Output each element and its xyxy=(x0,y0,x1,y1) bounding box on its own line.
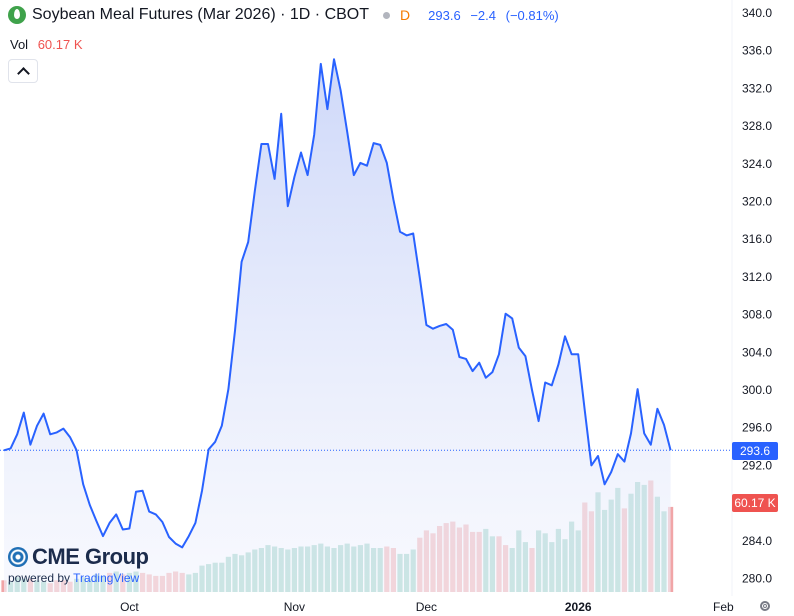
cme-group-logo: CME Group xyxy=(8,544,149,570)
x-axis-tick-label: Oct xyxy=(120,600,139,614)
volume-tag: 60.17 K xyxy=(732,494,778,512)
y-axis-tick-label: 316.0 xyxy=(742,232,772,246)
soybean-leaf-icon xyxy=(8,6,26,24)
quote-values: 293.6 −2.4 (−0.81%) xyxy=(428,8,565,23)
tradingview-text: TradingView xyxy=(73,571,140,585)
globe-icon xyxy=(8,547,28,567)
powered-by-line: powered by TradingView xyxy=(8,571,149,585)
last-price: 293.6 xyxy=(428,7,461,23)
y-axis-tick-label: 300.0 xyxy=(742,383,772,397)
y-axis-tick-label: 304.0 xyxy=(742,345,772,359)
brand-name: CME Group xyxy=(32,544,149,569)
price-change: −2.4 xyxy=(470,7,496,23)
x-axis-tick-label: 2026 xyxy=(565,600,592,614)
y-axis-tick-label: 332.0 xyxy=(742,81,772,95)
y-axis-tick-label: 280.0 xyxy=(742,572,772,586)
powered-by-text: powered by xyxy=(8,571,71,585)
price-change-percent: (−0.81%) xyxy=(505,7,559,23)
symbol-title[interactable]: Soybean Meal Futures (Mar 2026) · 1D · C… xyxy=(32,6,370,23)
y-axis-tick-label: 312.0 xyxy=(742,270,772,284)
y-axis-tick-label: 336.0 xyxy=(742,44,772,58)
market-status-dot-icon xyxy=(383,11,391,19)
y-axis-tick-label: 324.0 xyxy=(742,157,772,171)
y-axis-tick-label: 292.0 xyxy=(742,458,772,472)
interval-badge[interactable]: D xyxy=(400,7,411,23)
x-axis-tick-label: Dec xyxy=(416,600,437,614)
y-axis-tick-label: 328.0 xyxy=(742,119,772,133)
volume-label: Vol xyxy=(10,37,29,52)
price-line xyxy=(3,58,672,549)
y-axis-tick-label: 284.0 xyxy=(742,534,772,548)
settings-gear-icon[interactable] xyxy=(760,601,770,611)
price-area-fill xyxy=(4,59,671,592)
y-axis-tick-label: 296.0 xyxy=(742,421,772,435)
collapse-legend-button[interactable] xyxy=(8,59,38,83)
x-axis-tick-label: Nov xyxy=(284,600,305,614)
brand-logo[interactable]: CME Group powered by TradingView xyxy=(8,544,149,585)
y-axis-tick-label: 320.0 xyxy=(742,195,772,209)
volume-legend: Vol 60.17 K xyxy=(10,37,83,52)
volume-value: 60.17 K xyxy=(37,37,83,52)
last-price-tag: 293.6 xyxy=(732,442,778,460)
symbol-header: Soybean Meal Futures (Mar 2026) · 1D · C… xyxy=(8,6,565,24)
y-axis-tick-label: 340.0 xyxy=(742,6,772,20)
y-axis-tick-label: 308.0 xyxy=(742,308,772,322)
x-axis-tick-label: Feb xyxy=(713,600,734,614)
